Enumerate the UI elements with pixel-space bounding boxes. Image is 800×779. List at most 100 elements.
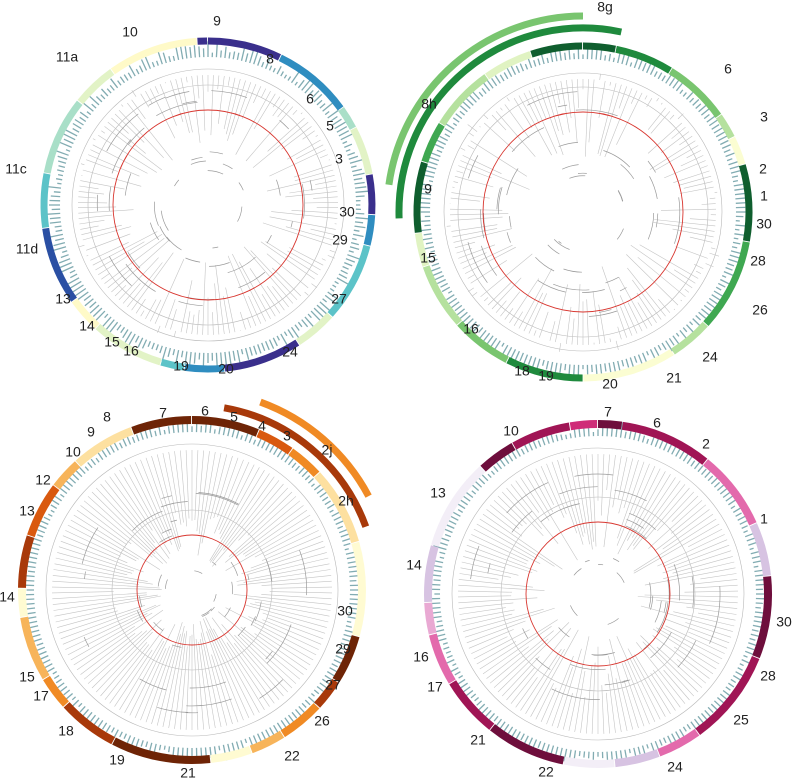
histogram-bar (220, 50, 222, 58)
histogram-bar (637, 354, 644, 365)
tree-leaf-branch (546, 655, 574, 725)
tree-leaf-branch (557, 648, 582, 729)
tree-internal-arc (139, 678, 167, 691)
histogram-bar (490, 470, 495, 476)
histogram-bar (117, 80, 122, 86)
histogram-bar (731, 246, 738, 249)
tree-internal-arc (535, 256, 555, 272)
histogram-bar (692, 318, 701, 327)
tree-leaf-branch (114, 285, 127, 297)
histogram-bar (168, 746, 171, 753)
histogram-bar (433, 579, 441, 582)
tree-internal-arc (506, 168, 519, 196)
histogram-bar (273, 446, 279, 456)
tree-internal-arc (210, 606, 215, 612)
tree-leaf-branch (591, 662, 596, 734)
tree-leaf-branch (525, 648, 565, 714)
tree-internal-arc (159, 226, 170, 242)
histogram-bar (218, 745, 221, 751)
tree-leaf-branch (238, 487, 289, 541)
histogram-bar (455, 113, 463, 120)
tree-leaf-branch (168, 633, 185, 729)
tree-leaf-branch (656, 97, 659, 102)
category-band-segment (42, 227, 77, 302)
histogram-bar (456, 308, 466, 316)
histogram-bar (732, 241, 741, 245)
tree-leaf-branch (86, 159, 118, 172)
histogram-bar (290, 70, 301, 84)
tree-leaf-branch (627, 267, 666, 317)
histogram-bar (244, 738, 248, 744)
histogram-bar (431, 262, 440, 267)
segment-label: 9 (87, 424, 95, 440)
tree-leaf-branch (672, 556, 733, 574)
histogram-bar (352, 237, 357, 241)
tree-leaf-branch (170, 80, 184, 123)
tree-leaf-branch (640, 635, 699, 693)
histogram-bar (424, 224, 431, 227)
histogram-bar (610, 428, 613, 437)
tree-leaf-branch (119, 638, 163, 710)
histogram-bar (446, 294, 455, 301)
histogram-bar (349, 602, 359, 605)
histogram-bar (729, 165, 740, 170)
histogram-bar (307, 89, 314, 97)
subclade-outer-band (223, 404, 370, 528)
tree-leaf-branch (633, 523, 720, 574)
histogram-bar (722, 689, 731, 697)
tree-internal-arc (558, 241, 562, 244)
tree-leaf-branch (631, 474, 671, 538)
tree-leaf-branch (451, 192, 490, 199)
histogram-bar (554, 362, 558, 375)
histogram-bar (84, 466, 89, 472)
category-band-segment (749, 523, 771, 577)
tree-leaf-branch (266, 253, 309, 289)
histogram-bar (470, 693, 477, 699)
tree-internal-arc (483, 212, 486, 232)
histogram-bar (352, 168, 363, 173)
tree-leaf-branch (78, 214, 113, 219)
histogram-bar (608, 53, 612, 62)
subclade-outer-band (385, 12, 584, 186)
histogram-bar (333, 659, 343, 665)
tree-leaf-branch (92, 231, 158, 266)
tree-leaf-branch (245, 106, 294, 162)
tree-internal-arc (266, 624, 292, 664)
histogram-bar (354, 225, 366, 229)
tree-leaf-branch (504, 104, 530, 139)
segment-label: 12 (35, 472, 51, 488)
tree-leaf-branch (78, 191, 105, 195)
tree-leaf-branch (687, 528, 723, 548)
tree-leaf-branch (535, 468, 555, 506)
tree-leaf-branch (54, 563, 148, 582)
histogram-bar (128, 65, 136, 77)
category-band-segment (17, 588, 29, 618)
histogram-bar (493, 465, 499, 473)
tree-leaf-branch (479, 619, 558, 670)
histogram-bar (520, 448, 525, 455)
histogram-bar (491, 78, 498, 87)
category-band-segment (485, 51, 532, 80)
histogram-bar (642, 62, 647, 72)
histogram-bar (707, 706, 714, 714)
tree-internal-arc (470, 545, 480, 580)
tree-leaf-branch (486, 509, 523, 537)
tree-leaf-branch (104, 480, 155, 543)
tree-internal-arc (467, 242, 488, 283)
tree-internal-arc (522, 628, 529, 639)
segment-label: 29 (332, 232, 348, 248)
histogram-bar (244, 53, 249, 63)
tree-internal-arc (182, 100, 197, 105)
histogram-bar (452, 122, 458, 127)
tree-leaf-branch (114, 649, 153, 707)
histogram-bar (725, 686, 731, 691)
histogram-bar (109, 84, 115, 91)
histogram-bar (754, 611, 765, 614)
tree-internal-arc (570, 664, 606, 670)
category-band-segment (569, 420, 598, 431)
tree-leaf-branch (618, 86, 627, 109)
tree-leaf-branch (449, 208, 503, 211)
tree-leaf-branch (615, 678, 628, 731)
tree-internal-arc (191, 156, 203, 161)
tree-leaf-branch (52, 594, 147, 605)
